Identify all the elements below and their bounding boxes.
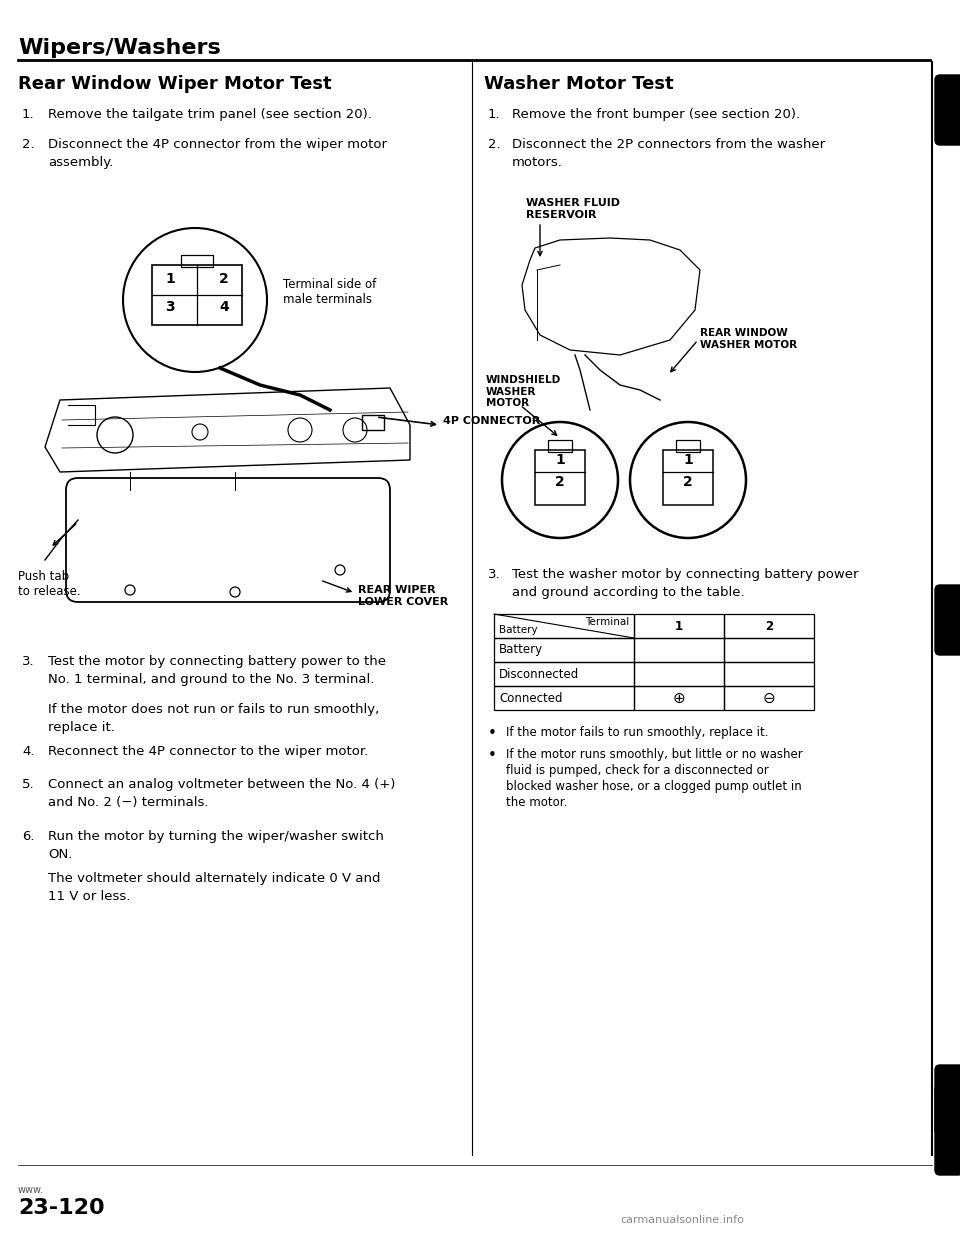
- Text: 4P CONNECTOR: 4P CONNECTOR: [443, 416, 540, 426]
- Text: •: •: [488, 748, 497, 763]
- Bar: [634, 686, 724, 710]
- Text: 2: 2: [555, 474, 564, 489]
- Text: Battery: Battery: [499, 643, 543, 657]
- Text: If the motor runs smoothly, but little or no washer: If the motor runs smoothly, but little o…: [506, 748, 803, 761]
- Text: Reconnect the 4P connector to the wiper motor.: Reconnect the 4P connector to the wiper …: [48, 745, 369, 758]
- Text: Rear Window Wiper Motor Test: Rear Window Wiper Motor Test: [18, 75, 331, 93]
- Text: Terminal: Terminal: [585, 617, 629, 627]
- Text: ⊖: ⊖: [762, 691, 776, 705]
- Bar: [634, 638, 724, 662]
- Bar: [494, 638, 634, 662]
- Bar: [724, 662, 814, 686]
- FancyBboxPatch shape: [935, 1064, 960, 1135]
- Text: 2.: 2.: [22, 138, 35, 152]
- Text: 3.: 3.: [488, 568, 500, 581]
- Text: 1: 1: [165, 272, 175, 286]
- Text: 1: 1: [675, 620, 684, 632]
- Text: ⊕: ⊕: [673, 691, 685, 705]
- Text: Run the motor by turning the wiper/washer switch
ON.: Run the motor by turning the wiper/washe…: [48, 830, 384, 861]
- Bar: [724, 614, 814, 638]
- Text: Test the washer motor by connecting battery power
and ground according to the ta: Test the washer motor by connecting batt…: [512, 568, 858, 599]
- Text: Remove the tailgate trim panel (see section 20).: Remove the tailgate trim panel (see sect…: [48, 108, 372, 120]
- Text: 1: 1: [684, 453, 693, 467]
- Text: Remove the front bumper (see section 20).: Remove the front bumper (see section 20)…: [512, 108, 800, 120]
- Text: 2: 2: [684, 474, 693, 489]
- Text: 6.: 6.: [22, 830, 35, 843]
- Text: 2.: 2.: [488, 138, 500, 152]
- Text: Connected: Connected: [499, 692, 563, 704]
- Bar: [724, 638, 814, 662]
- Text: Wipers/Washers: Wipers/Washers: [18, 39, 221, 58]
- Text: Push tab
to release.: Push tab to release.: [18, 570, 81, 597]
- Bar: [494, 614, 634, 638]
- Text: fluid is pumped, check for a disconnected or: fluid is pumped, check for a disconnecte…: [506, 764, 769, 777]
- Text: •: •: [488, 727, 497, 741]
- Text: Disconnected: Disconnected: [499, 667, 579, 681]
- Text: 1.: 1.: [22, 108, 35, 120]
- Text: Disconnect the 2P connectors from the washer
motors.: Disconnect the 2P connectors from the wa…: [512, 138, 826, 169]
- Bar: [494, 662, 634, 686]
- Bar: [634, 614, 724, 638]
- Text: WASHER FLUID
RESERVOIR: WASHER FLUID RESERVOIR: [526, 197, 620, 220]
- Text: 4: 4: [219, 301, 228, 314]
- Text: The voltmeter should alternately indicate 0 V and
11 V or less.: The voltmeter should alternately indicat…: [48, 872, 380, 903]
- FancyBboxPatch shape: [935, 1086, 960, 1175]
- Text: Disconnect the 4P connector from the wiper motor
assembly.: Disconnect the 4P connector from the wip…: [48, 138, 387, 169]
- Text: REAR WIPER
LOWER COVER: REAR WIPER LOWER COVER: [358, 585, 448, 606]
- Text: the motor.: the motor.: [506, 796, 567, 809]
- Text: WINDSHIELD
WASHER
MOTOR: WINDSHIELD WASHER MOTOR: [486, 375, 562, 409]
- Text: Washer Motor Test: Washer Motor Test: [484, 75, 674, 93]
- Text: 2: 2: [219, 272, 228, 286]
- Bar: [724, 686, 814, 710]
- Text: 3.: 3.: [22, 655, 35, 668]
- Text: 2: 2: [765, 620, 773, 632]
- Text: Connect an analog voltmeter between the No. 4 (+)
and No. 2 (−) terminals.: Connect an analog voltmeter between the …: [48, 777, 396, 809]
- Text: 23-120: 23-120: [18, 1199, 105, 1218]
- Text: www.: www.: [18, 1185, 44, 1195]
- Text: Terminal side of
male terminals: Terminal side of male terminals: [283, 278, 376, 306]
- Text: 4.: 4.: [22, 745, 35, 758]
- FancyBboxPatch shape: [935, 75, 960, 145]
- FancyBboxPatch shape: [935, 585, 960, 655]
- Text: 1: 1: [555, 453, 564, 467]
- Text: blocked washer hose, or a clogged pump outlet in: blocked washer hose, or a clogged pump o…: [506, 780, 802, 792]
- Text: REAR WINDOW
WASHER MOTOR: REAR WINDOW WASHER MOTOR: [700, 328, 797, 349]
- Bar: [634, 662, 724, 686]
- Text: Battery: Battery: [499, 625, 538, 635]
- Text: carmanualsonline.info: carmanualsonline.info: [620, 1215, 744, 1225]
- Text: 5.: 5.: [22, 777, 35, 791]
- Text: 3: 3: [165, 301, 175, 314]
- Text: If the motor fails to run smoothly, replace it.: If the motor fails to run smoothly, repl…: [506, 727, 769, 739]
- Text: 1.: 1.: [488, 108, 500, 120]
- Text: If the motor does not run or fails to run smoothly,
replace it.: If the motor does not run or fails to ru…: [48, 703, 379, 734]
- Text: Test the motor by connecting battery power to the
No. 1 terminal, and ground to : Test the motor by connecting battery pow…: [48, 655, 386, 686]
- Bar: [494, 686, 634, 710]
